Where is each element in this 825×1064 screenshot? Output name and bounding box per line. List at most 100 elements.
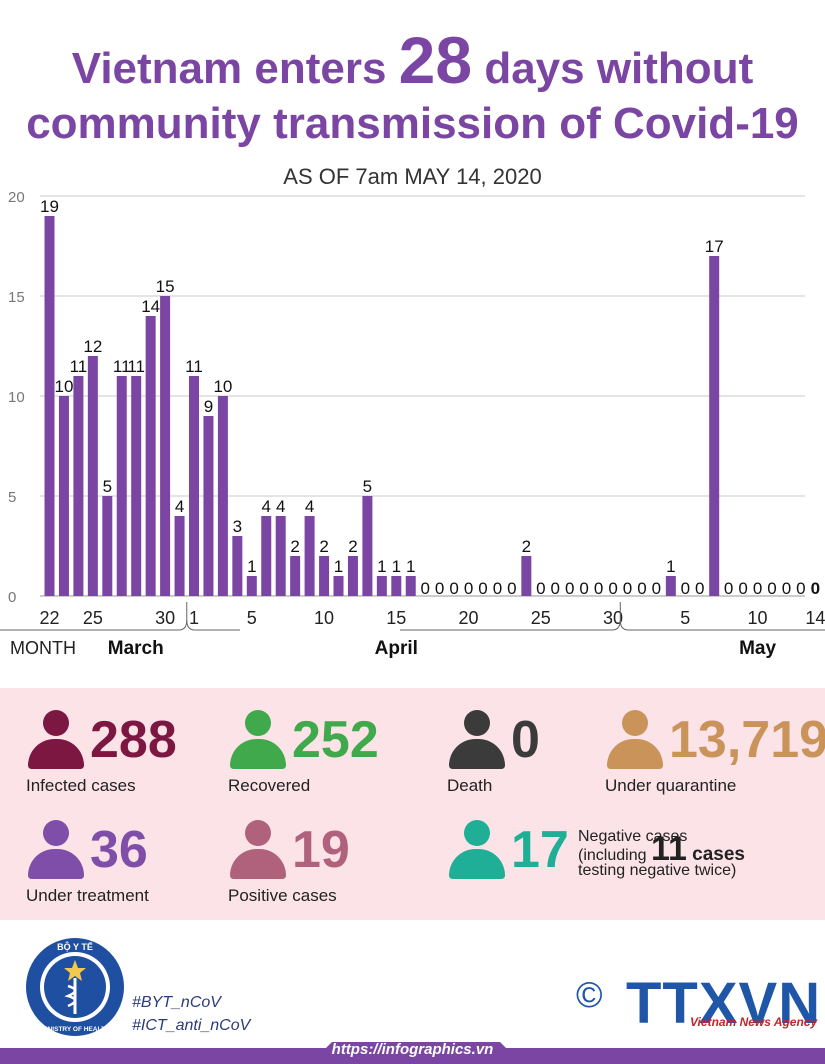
bar [174, 516, 185, 596]
data-label: 5 [363, 477, 372, 496]
data-label: 0 [420, 579, 429, 598]
data-label: 0 [623, 579, 632, 598]
data-label: 0 [536, 579, 545, 598]
recovered-value: 252 [292, 711, 379, 769]
x-tick-label: 25 [83, 608, 103, 628]
agency-name: Vietnam News Agency [690, 1015, 818, 1029]
data-label: 0 [608, 579, 617, 598]
data-label: 2 [522, 537, 531, 556]
negative-note: Negative cases (including 11 cases testi… [578, 826, 745, 881]
data-label: 12 [83, 337, 102, 356]
bar [333, 576, 344, 596]
month-caption: MONTH [10, 638, 76, 658]
data-label: 4 [175, 497, 184, 516]
data-label: 0 [753, 579, 762, 598]
bar [347, 556, 358, 596]
x-tick-label: 25 [531, 608, 551, 628]
data-label: 2 [290, 537, 299, 556]
y-tick-label: 0 [8, 589, 16, 606]
bar [102, 496, 113, 596]
data-label: 15 [156, 277, 175, 296]
bar [44, 216, 55, 596]
infected-value: 288 [90, 711, 177, 769]
data-label: 0 [464, 579, 473, 598]
bar [709, 256, 720, 596]
data-label: 10 [213, 377, 232, 396]
bar [376, 576, 387, 596]
title-line-2: community transmission of Covid-19 [26, 99, 799, 148]
bar [275, 516, 286, 596]
month-label: April [375, 638, 418, 659]
data-label: 9 [204, 397, 213, 416]
data-label: 0 [493, 579, 502, 598]
data-label: 19 [40, 197, 59, 216]
footer-url[interactable]: https://infographics.vn [331, 1041, 494, 1058]
data-label: 11 [113, 357, 131, 376]
bar [362, 496, 373, 596]
person-icon [447, 820, 507, 880]
data-label: 0 [796, 579, 805, 598]
hashtag-ict: #ICT_anti_nCoV [132, 1017, 251, 1034]
data-label: 0 [637, 579, 646, 598]
bar [261, 516, 272, 596]
data-label: 4 [262, 497, 271, 516]
data-label: 0 [767, 579, 776, 598]
bar [217, 396, 228, 596]
person-icon [26, 820, 86, 880]
positive-value: 19 [292, 821, 350, 879]
url-bar [0, 1042, 825, 1064]
data-label: 0 [478, 579, 487, 598]
x-tick-label: 30 [155, 608, 175, 628]
bar [246, 576, 257, 596]
negative-twice-count: 11 [650, 830, 687, 868]
x-tick-label: 10 [314, 608, 334, 628]
month-separator-right [186, 619, 240, 631]
positive-label: Positive cases [228, 886, 337, 905]
data-label: 1 [666, 557, 675, 576]
bar [87, 356, 98, 596]
data-label: 0 [738, 579, 747, 598]
data-label: 0 [507, 579, 516, 598]
title-prefix: Vietnam enters [71, 44, 399, 93]
data-label: 0 [695, 579, 704, 598]
data-label: 11 [185, 357, 203, 376]
y-tick-label: 5 [8, 489, 16, 506]
y-tick-label: 20 [8, 190, 25, 206]
bar [665, 576, 676, 596]
data-label: 3 [233, 517, 242, 536]
month-label: March [108, 638, 164, 659]
copyright-icon: © [576, 974, 603, 1015]
data-label: 0 [652, 579, 661, 598]
data-label: 0 [681, 579, 690, 598]
quarantine-value: 13,719 [669, 711, 825, 769]
title-line-1: Vietnam enters 28 days without [0, 27, 825, 99]
bar [405, 576, 416, 596]
data-label: 1 [392, 557, 401, 576]
x-tick-label: 5 [247, 608, 257, 628]
data-label: 1 [377, 557, 386, 576]
bar [73, 376, 84, 596]
treatment-value: 36 [90, 821, 148, 879]
recovered-label: Recovered [228, 776, 311, 795]
data-label: 0 [811, 579, 820, 598]
negative-note-line3: testing negative twice) [578, 862, 737, 879]
month-separator-right [619, 619, 825, 631]
negative-value: 17 [511, 821, 569, 879]
data-label: 10 [54, 377, 73, 396]
title-number: 28 [398, 23, 473, 97]
bar [319, 556, 330, 596]
treatment-label: Under treatment [26, 886, 149, 905]
ttxvn-logo: TTXVN [626, 971, 822, 1036]
data-label: 1 [247, 557, 256, 576]
quarantine-label: Under quarantine [605, 776, 737, 795]
negative-note-line2: (including 11 cases [578, 832, 746, 866]
data-label: 0 [782, 579, 791, 598]
data-label: 0 [594, 579, 603, 598]
negative-note-suffix: cases [686, 844, 746, 865]
bar [232, 536, 243, 596]
data-label: 14 [141, 297, 160, 316]
bar [160, 296, 171, 596]
person-icon [228, 820, 288, 880]
ministry-of-health-seal: BỘ Y TẾ MINISTRY OF HEALTH [26, 938, 124, 1036]
bar [203, 416, 214, 596]
